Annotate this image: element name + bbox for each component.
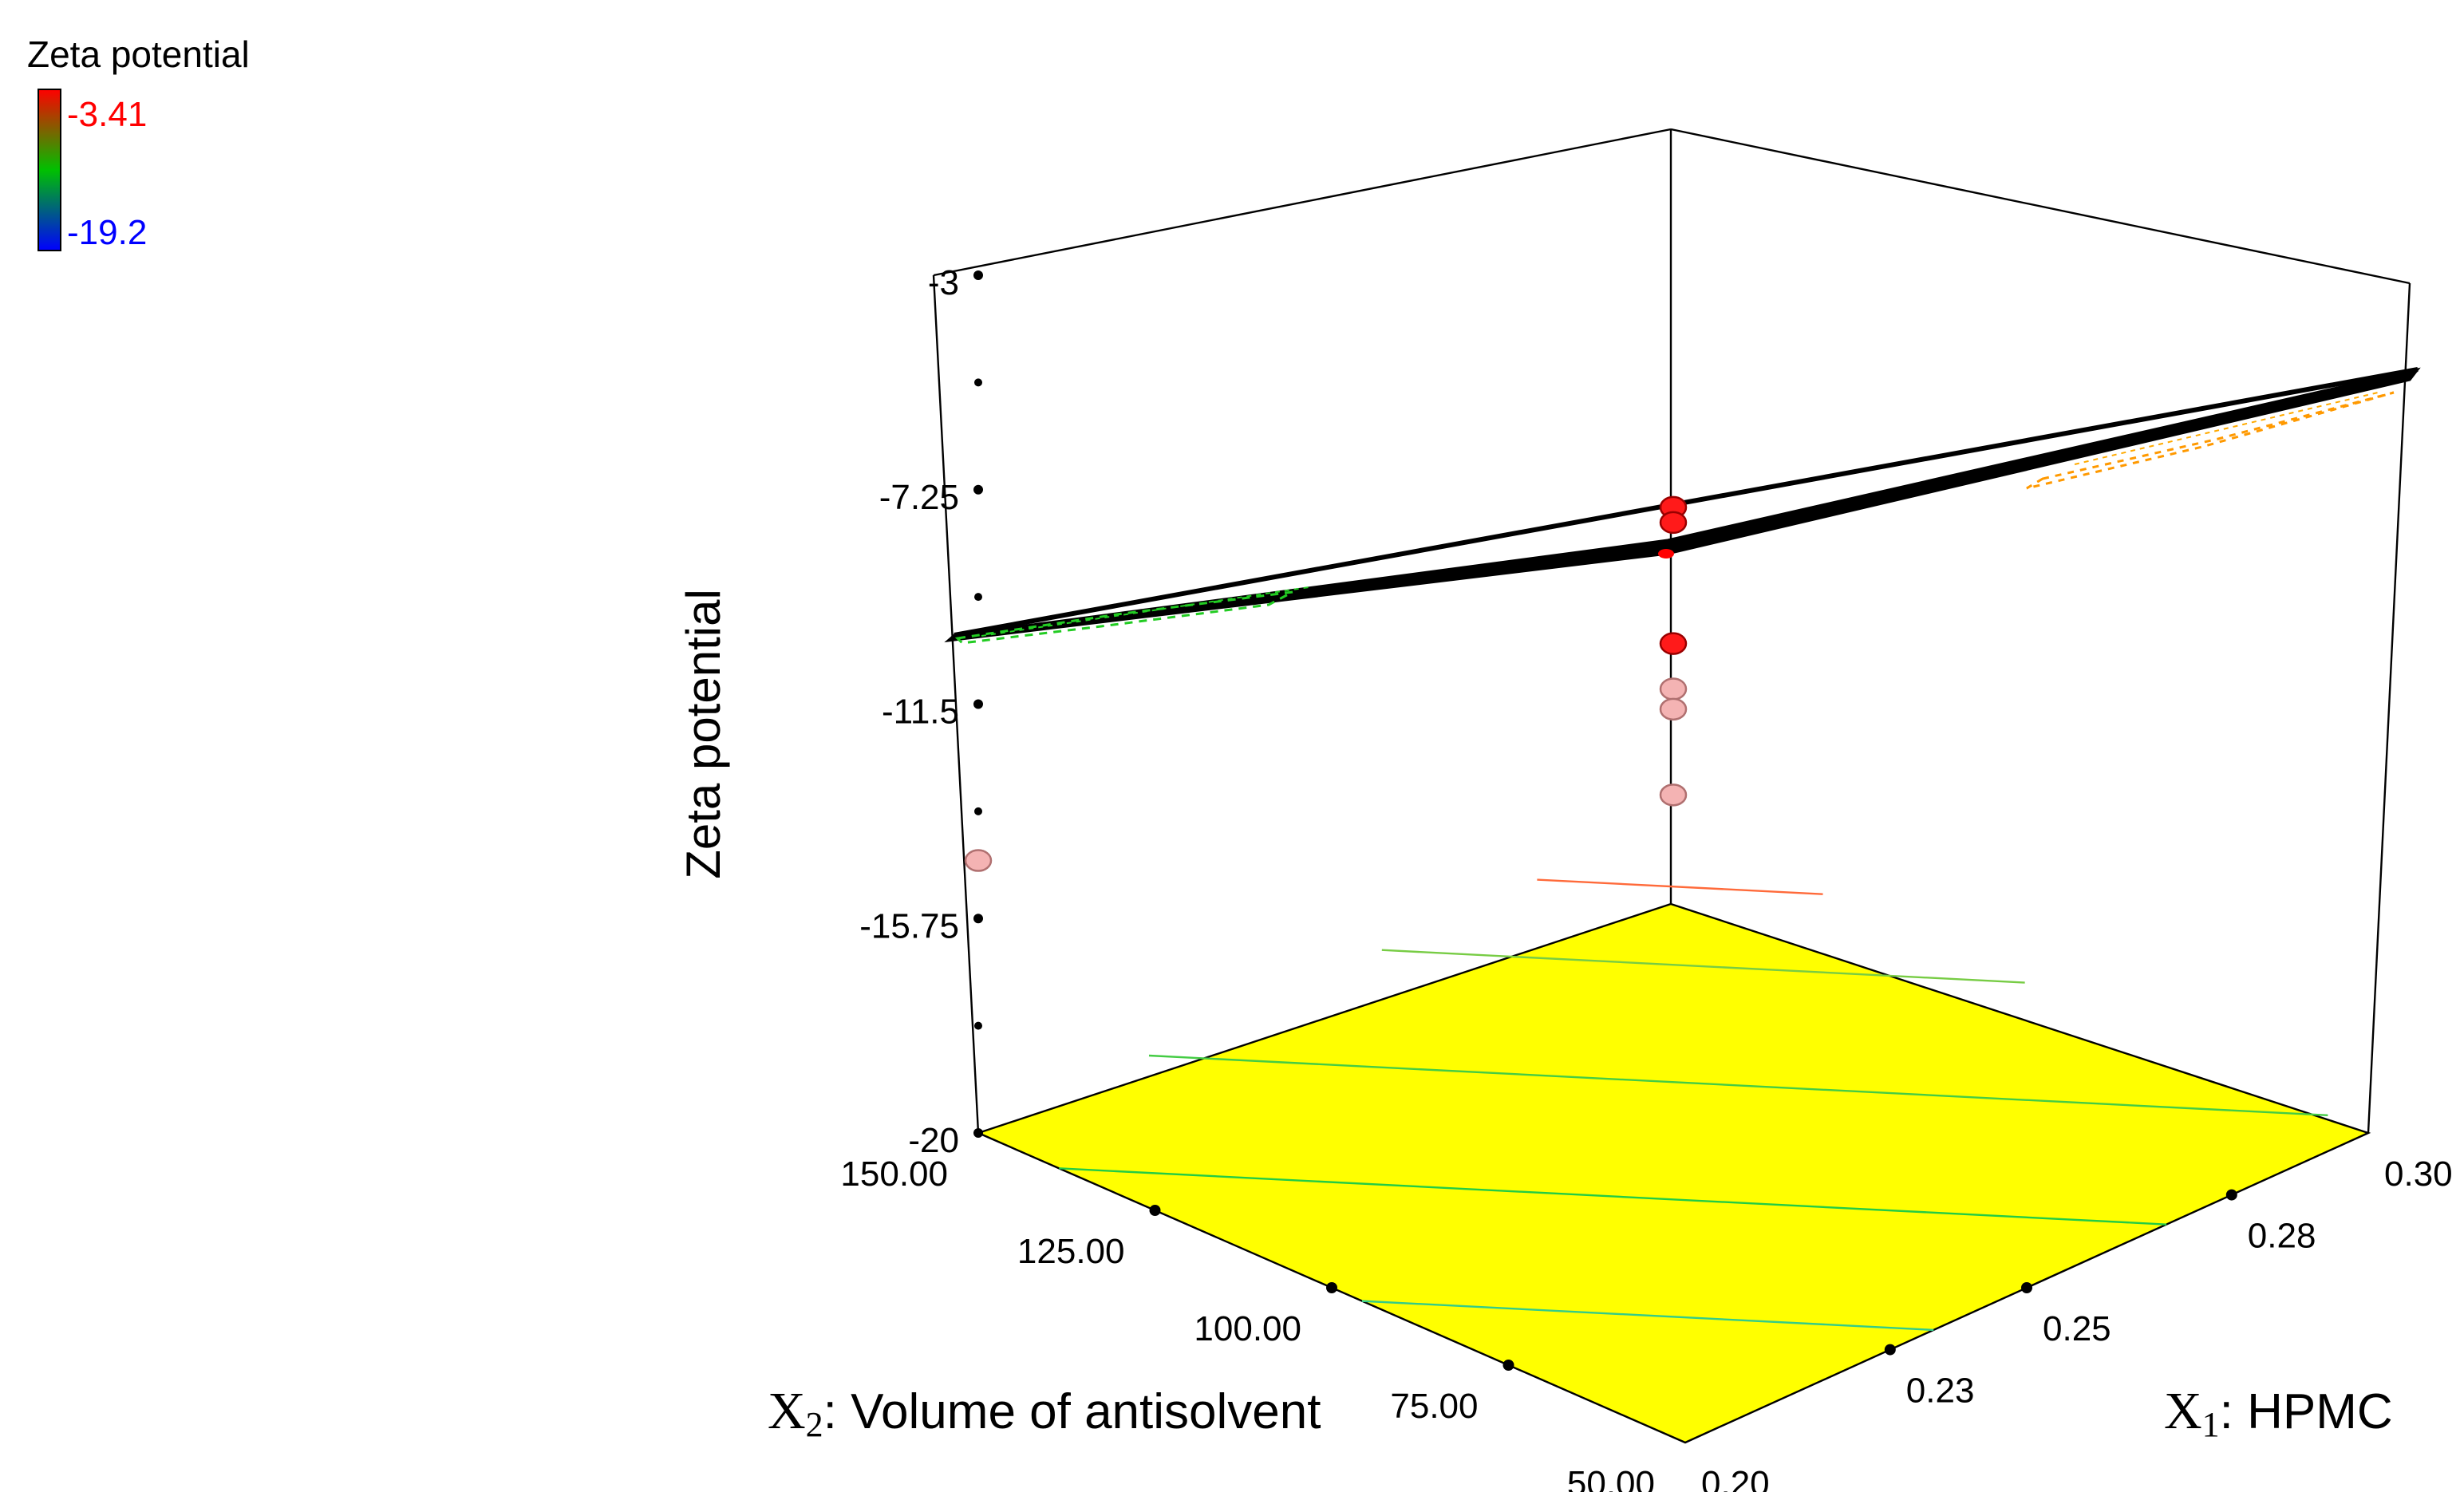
- z-tick-label: -7.25: [879, 478, 959, 517]
- surface-top-shade-right: [2074, 392, 2379, 465]
- design-point-below: [964, 849, 993, 872]
- response-surface: [944, 367, 2421, 645]
- z-tick-label: -3: [928, 263, 959, 302]
- design-point-below: [1659, 697, 1688, 721]
- z-minor-tick: [974, 1021, 982, 1030]
- box-edge-left-vertical: [932, 274, 980, 1134]
- x1-axis-title: X1: HPMC: [2164, 1382, 2393, 1444]
- z-axis: -3 -7.25 -11.5 -15.75 -20: [859, 263, 983, 1160]
- contour-line: [1537, 878, 1823, 895]
- x2-tick: [1326, 1282, 1337, 1293]
- x1-tick-label: 0.28: [2248, 1217, 2316, 1256]
- contour-line: [1059, 1167, 2167, 1226]
- x1-tick: [2225, 1189, 2237, 1201]
- z-major-tick: [973, 1128, 983, 1138]
- surface-top-shade-left: [981, 586, 1309, 637]
- x2-axis: 50.00 75.00 100.00 125.00 150.00: [840, 1155, 1655, 1492]
- x2-axis-title: X2: Volume of antisolvent: [768, 1382, 1321, 1444]
- z-major-tick: [973, 914, 983, 924]
- surface-mesh-left: [954, 590, 1293, 645]
- x1-axis-title-subscript: 1: [2202, 1405, 2220, 1444]
- z-tick-label: -20: [908, 1121, 959, 1160]
- x1-axis-title-prefix: X: [2164, 1382, 2202, 1440]
- surface-center-highlight: [1658, 549, 1674, 559]
- legend-min-label: -19.2: [67, 213, 147, 252]
- x1-tick-label: 0.30: [2384, 1155, 2453, 1194]
- x2-axis-title-subscript: 2: [806, 1405, 823, 1444]
- x2-tick-label: 50.00: [1567, 1464, 1655, 1492]
- x2-axis-title-text: : Volume of antisolvent: [823, 1384, 1321, 1439]
- color-legend: Zeta potential -3.41 -19.2: [27, 34, 250, 252]
- contour-line: [1361, 1300, 1934, 1332]
- legend-max-label: -3.41: [67, 95, 147, 134]
- z-tick-label: -15.75: [859, 906, 959, 945]
- x2-tick-label: 125.00: [1017, 1232, 1125, 1271]
- z-minor-tick: [974, 593, 982, 602]
- x1-axis-title-text: : HPMC: [2220, 1384, 2393, 1439]
- x2-tick: [1149, 1205, 1161, 1216]
- x2-tick-label: 150.00: [840, 1155, 948, 1194]
- z-major-tick: [973, 484, 983, 495]
- legend-title: Zeta potential: [27, 34, 250, 75]
- x1-tick-label: 0.20: [1701, 1464, 1770, 1492]
- x2-axis-title-prefix: X: [768, 1382, 806, 1440]
- design-point-above: [1659, 632, 1688, 655]
- design-points-below: [964, 677, 1688, 872]
- z-axis-title: Zeta potential: [677, 589, 730, 879]
- contour-line: [1381, 949, 2025, 984]
- z-minor-tick: [974, 807, 982, 815]
- box-edge-top-right: [1670, 128, 2411, 285]
- floor-contour-plane: [975, 902, 2371, 1444]
- design-point-below: [1659, 783, 1688, 807]
- floor-contour-lines: [1059, 878, 2328, 1332]
- box-edge-right-vertical: [2367, 282, 2411, 1134]
- x1-axis: 0.20 0.23 0.25 0.28 0.30: [1701, 1155, 2453, 1492]
- floor-plane: [975, 878, 2371, 1444]
- z-major-tick: [973, 699, 983, 709]
- x1-tick-label: 0.25: [2043, 1309, 2111, 1348]
- x2-tick-label: 75.00: [1390, 1387, 1478, 1426]
- box-edge-top-left: [933, 128, 1672, 277]
- z-tick-label: -11.5: [882, 693, 959, 732]
- surface-mesh-right: [2026, 391, 2395, 490]
- z-minor-tick: [974, 378, 982, 387]
- z-major-tick: [973, 270, 983, 280]
- contour-line: [1148, 1054, 2328, 1117]
- design-point-below: [1659, 677, 1688, 701]
- surface-top-edge: [954, 367, 2419, 637]
- x2-tick-label: 100.00: [1194, 1309, 1301, 1348]
- x1-tick-label: 0.23: [1906, 1372, 1975, 1411]
- design-points-above: [1659, 495, 1688, 655]
- x1-tick: [2021, 1282, 2032, 1293]
- design-point-above: [1659, 511, 1688, 535]
- x2-tick: [1502, 1360, 1514, 1371]
- x1-tick: [1884, 1344, 1896, 1356]
- legend-color-bar: [38, 89, 61, 251]
